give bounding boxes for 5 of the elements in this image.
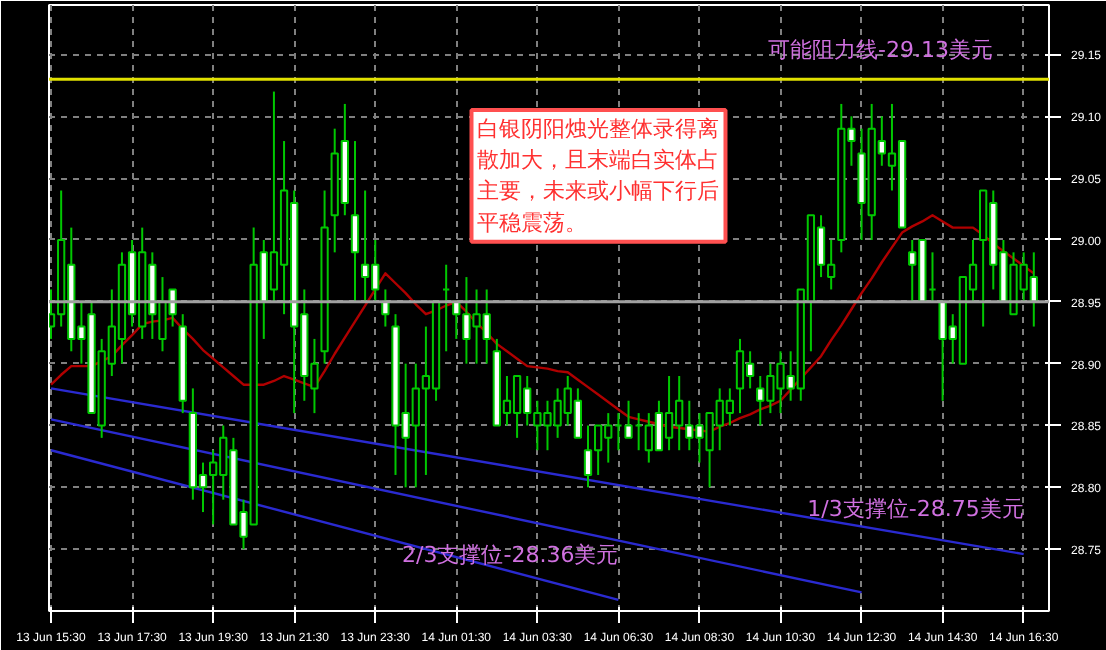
annotation: 白银阴阳烛光整体录得离散加大，且末端白实体占主要，未来或小幅下行后平稳震荡。	[477, 116, 720, 236]
ref-line-label: 可能阻力线-29.13美元	[768, 37, 994, 64]
series-label: 1/3支撑位-28.75美元	[807, 496, 1024, 523]
candlestick	[381, 288, 390, 328]
candlestick	[350, 140, 360, 303]
